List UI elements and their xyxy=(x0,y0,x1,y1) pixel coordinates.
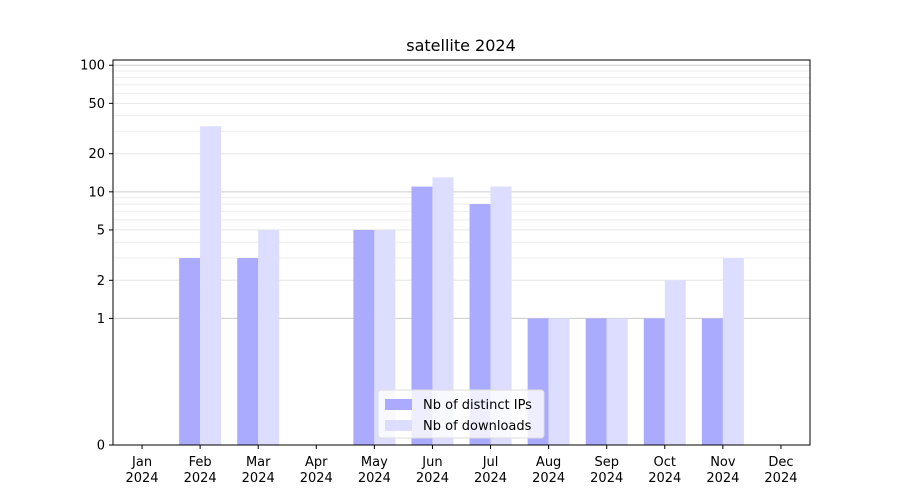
x-tick-label-month: Dec xyxy=(768,455,793,470)
y-tick-label: 0 xyxy=(97,439,105,454)
x-tick-label-month: Oct xyxy=(654,455,676,470)
x-tick-label-month: Sep xyxy=(594,455,619,470)
bar-downloads-jul xyxy=(490,186,512,446)
x-tick-label-month: Nov xyxy=(710,455,736,470)
x-tick-label-month: Jul xyxy=(482,455,499,470)
x-tick-label-month: Jun xyxy=(421,455,442,470)
y-tick-label: 100 xyxy=(80,59,105,74)
bar-downloads-nov xyxy=(722,258,744,445)
axes: 0125102050100Jan2024Feb2024Mar2024Apr202… xyxy=(80,59,811,486)
y-tick-label: 50 xyxy=(88,97,105,112)
x-tick-label-month: Aug xyxy=(536,455,561,470)
chart-title: satellite 2024 xyxy=(406,36,516,55)
x-tick-label-year: 2024 xyxy=(532,471,565,486)
legend: Nb of distinct IPs Nb of downloads xyxy=(377,389,545,439)
bar-distinct-ips-may xyxy=(353,229,375,445)
x-tick-label-year: 2024 xyxy=(416,471,449,486)
legend-swatch xyxy=(385,420,412,431)
bar-distinct-ips-oct xyxy=(643,318,665,445)
legend-swatch xyxy=(385,399,412,410)
bars xyxy=(179,126,744,446)
bar-downloads-mar xyxy=(258,229,280,445)
bar-downloads-feb xyxy=(200,126,222,446)
x-tick-label-month: Feb xyxy=(189,455,212,470)
x-tick-label-year: 2024 xyxy=(184,471,217,486)
x-tick-label-year: 2024 xyxy=(125,471,158,486)
x-tick-label-year: 2024 xyxy=(764,471,797,486)
bar-distinct-ips-jul xyxy=(469,204,491,445)
bar-distinct-ips-mar xyxy=(237,258,259,445)
bar-downloads-jun xyxy=(432,177,454,446)
x-tick-label-month: Apr xyxy=(305,455,328,470)
x-tick-label-year: 2024 xyxy=(706,471,739,486)
x-tick-label-year: 2024 xyxy=(300,471,333,486)
grid-lines xyxy=(113,64,810,319)
y-tick-label: 10 xyxy=(88,185,105,200)
y-tick-label: 2 xyxy=(97,274,105,289)
x-tick-label-month: May xyxy=(361,455,388,470)
x-tick-label-year: 2024 xyxy=(648,471,681,486)
x-tick-label-year: 2024 xyxy=(358,471,391,486)
legend-box xyxy=(377,389,545,439)
legend-label: Nb of downloads xyxy=(423,419,532,434)
y-tick-label: 20 xyxy=(88,147,105,162)
legend-label: Nb of distinct IPs xyxy=(423,398,532,413)
bar-distinct-ips-sep xyxy=(585,318,607,445)
y-tick-label: 1 xyxy=(97,312,105,327)
y-tick-label: 5 xyxy=(97,223,105,238)
bar-distinct-ips-nov xyxy=(701,318,723,445)
x-tick-label-year: 2024 xyxy=(242,471,275,486)
x-tick-label-month: Jan xyxy=(131,455,152,470)
bar-downloads-sep xyxy=(606,318,628,445)
bar-distinct-ips-jun xyxy=(411,186,433,446)
x-tick-label-year: 2024 xyxy=(474,471,507,486)
bar-downloads-aug xyxy=(548,318,570,445)
bar-downloads-oct xyxy=(664,280,686,445)
plot-frame xyxy=(112,59,811,446)
bar-distinct-ips-feb xyxy=(179,258,201,445)
x-tick-label-month: Mar xyxy=(246,455,271,470)
x-tick-label-year: 2024 xyxy=(590,471,623,486)
